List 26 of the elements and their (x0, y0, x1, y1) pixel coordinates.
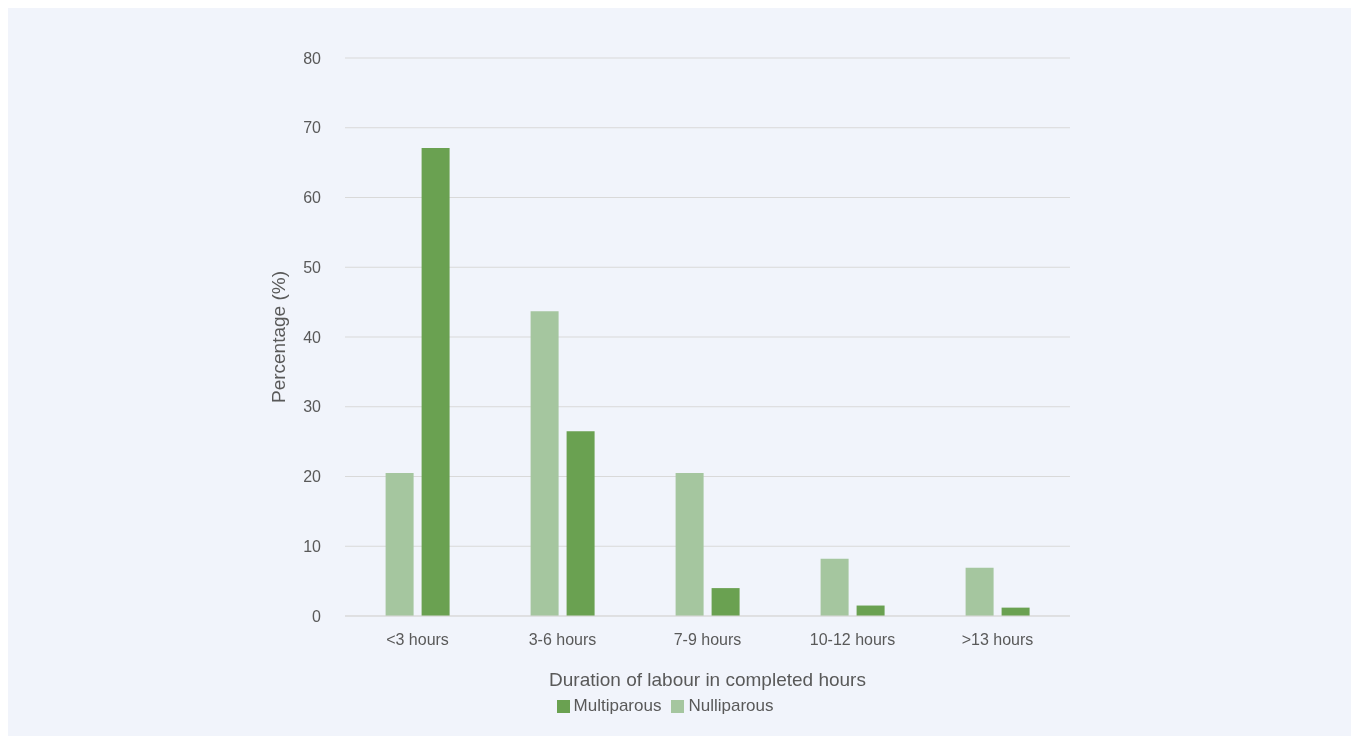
x-axis-title: Duration of labour in completed hours (549, 669, 866, 690)
bar (675, 473, 704, 616)
x-tick-label: 10-12 hours (809, 631, 896, 649)
legend-label: Nulliparous (688, 696, 774, 715)
bar (711, 588, 740, 616)
bar (421, 147, 450, 616)
y-tick-label: 70 (303, 119, 322, 137)
y-axis-title: Percentage (%) (267, 270, 289, 404)
y-tick-label: 30 (303, 398, 322, 416)
bar (530, 311, 559, 616)
bar (385, 473, 414, 616)
x-tick-label: 7-9 hours (673, 631, 742, 649)
x-tick-label: 3-6 hours (528, 631, 597, 649)
x-tick-label: <3 hours (386, 631, 449, 649)
legend-label: Multiparous (573, 696, 662, 715)
y-tick-label: 50 (303, 258, 322, 276)
x-tick-label: >13 hours (961, 631, 1034, 649)
y-tick-label: 40 (303, 328, 322, 346)
bar (566, 431, 595, 616)
y-tick-label: 0 (312, 607, 322, 625)
bar (965, 567, 994, 616)
y-tick-label: 20 (303, 468, 322, 486)
y-tick-label: 60 (303, 189, 322, 207)
y-tick-label: 10 (303, 537, 322, 555)
bar (820, 558, 849, 616)
y-tick-label: 80 (303, 49, 322, 67)
